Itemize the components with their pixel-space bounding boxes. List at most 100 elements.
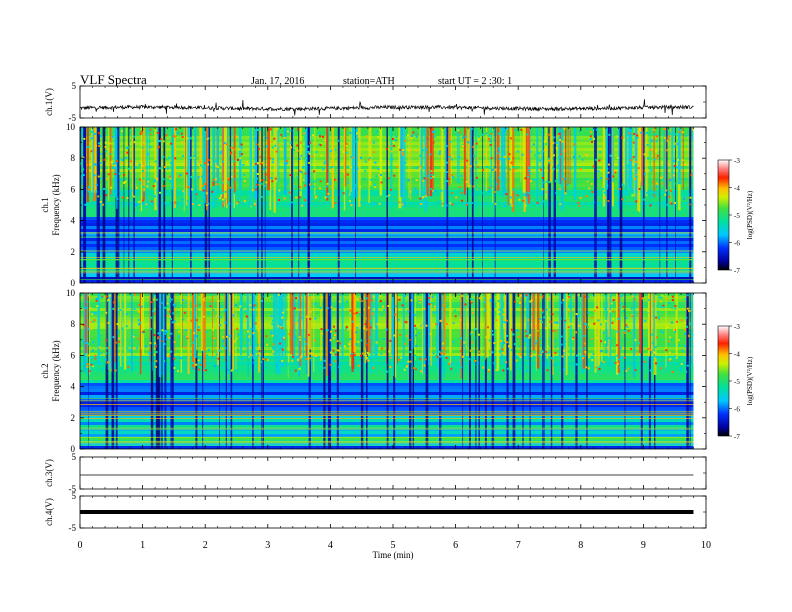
sferic-burst xyxy=(648,293,651,357)
spectral-speckle xyxy=(112,336,115,339)
spectral-speckle xyxy=(365,297,368,300)
spectral-speckle xyxy=(353,369,356,372)
spectral-speckle xyxy=(156,178,159,181)
sferic-burst xyxy=(89,293,90,375)
spectral-speckle xyxy=(410,137,413,140)
spectral-speckle xyxy=(417,332,420,335)
sferic-burst xyxy=(419,127,421,199)
spectral-speckle xyxy=(676,142,679,145)
spectral-speckle xyxy=(477,353,480,356)
spectral-speckle xyxy=(681,159,684,161)
spectral-speckle xyxy=(519,294,522,297)
spectral-speckle xyxy=(630,348,633,351)
sferic-burst xyxy=(441,127,444,207)
spectral-speckle xyxy=(422,130,425,133)
spectral-speckle xyxy=(661,175,664,178)
spectral-speckle xyxy=(616,344,619,347)
sferic-burst xyxy=(500,293,503,363)
spectral-speckle xyxy=(445,171,448,173)
spectral-speckle xyxy=(309,141,311,144)
sferic-burst xyxy=(290,293,292,354)
spectral-speckle xyxy=(223,310,226,313)
spectral-speckle xyxy=(197,359,200,362)
spectral-speckle xyxy=(547,298,550,300)
sferic-burst xyxy=(133,127,135,283)
sferic-burst xyxy=(264,127,266,283)
sferic-burst xyxy=(649,127,651,209)
spectral-speckle xyxy=(113,190,116,193)
spectral-speckle xyxy=(558,132,561,135)
spectral-speckle xyxy=(342,151,345,154)
spectral-speckle xyxy=(226,335,228,338)
spectral-speckle xyxy=(237,333,240,336)
colorbar-label: log(PSD)(V²/Hz) xyxy=(746,356,754,405)
spectral-speckle xyxy=(604,320,607,323)
spectral-speckle xyxy=(390,150,393,153)
spectral-speckle xyxy=(420,203,423,205)
spectral-speckle xyxy=(653,158,656,161)
spectral-speckle xyxy=(480,192,483,194)
spectral-speckle xyxy=(671,338,674,341)
spectral-speckle xyxy=(656,157,659,160)
sferic-burst xyxy=(509,293,512,371)
spectral-speckle xyxy=(469,177,472,179)
spectral-speckle xyxy=(142,177,145,180)
spectral-speckle xyxy=(522,142,525,145)
spectral-speckle xyxy=(329,363,332,366)
spectral-speckle xyxy=(576,354,578,357)
spectral-speckle xyxy=(528,169,531,172)
sferic-burst xyxy=(457,127,459,184)
spectral-speckle xyxy=(114,369,117,372)
spectral-speckle xyxy=(153,312,156,315)
sferic-burst xyxy=(429,127,433,197)
sferic-burst xyxy=(640,127,642,183)
sferic-burst xyxy=(536,127,539,206)
spectral-speckle xyxy=(88,343,90,346)
spectral-speckle xyxy=(95,163,97,166)
spectral-speckle xyxy=(288,191,291,194)
spectral-speckle xyxy=(256,183,259,186)
spectral-speckle xyxy=(546,180,549,183)
spectral-speckle xyxy=(470,333,473,336)
spectral-speckle xyxy=(577,362,580,365)
spectral-speckle xyxy=(257,162,259,165)
spectral-speckle xyxy=(663,165,666,168)
spectral-speckle xyxy=(573,156,575,159)
spectral-speckle xyxy=(377,167,380,170)
spectral-speckle xyxy=(195,184,198,187)
spectral-speckle xyxy=(547,351,550,354)
spectral-speckle xyxy=(665,297,668,300)
spectral-speckle xyxy=(546,345,549,348)
spectral-speckle xyxy=(139,132,142,135)
spectral-speckle xyxy=(421,176,424,179)
spectral-speckle xyxy=(635,352,638,355)
spectral-speckle xyxy=(281,336,284,339)
spectral-speckle xyxy=(121,162,124,165)
spectral-speckle xyxy=(378,174,381,177)
sferic-burst xyxy=(400,127,403,197)
spectral-speckle xyxy=(237,348,239,351)
spectral-speckle xyxy=(157,146,160,149)
spectral-speckle xyxy=(484,153,487,156)
spectral-speckle xyxy=(419,357,422,360)
spectral-speckle xyxy=(326,307,329,310)
colorbar-tick-label: -7 xyxy=(734,433,740,441)
spectral-speckle xyxy=(407,179,410,182)
spectral-speckle xyxy=(562,299,565,302)
spectral-speckle xyxy=(633,133,636,135)
spectral-speckle xyxy=(303,136,306,139)
spectral-speckle xyxy=(533,178,536,181)
spectral-speckle xyxy=(169,180,171,182)
spectral-speckle xyxy=(153,180,156,183)
spectral-speckle xyxy=(81,340,84,343)
spectral-speckle xyxy=(428,360,431,363)
sferic-burst xyxy=(512,127,515,212)
sferic-burst xyxy=(305,293,308,357)
spectral-speckle xyxy=(470,331,473,334)
sferic-burst xyxy=(208,127,210,283)
spectral-speckle xyxy=(388,350,391,353)
spectral-speckle xyxy=(363,327,366,330)
spectral-speckle xyxy=(247,330,249,333)
spectral-speckle xyxy=(575,363,578,366)
